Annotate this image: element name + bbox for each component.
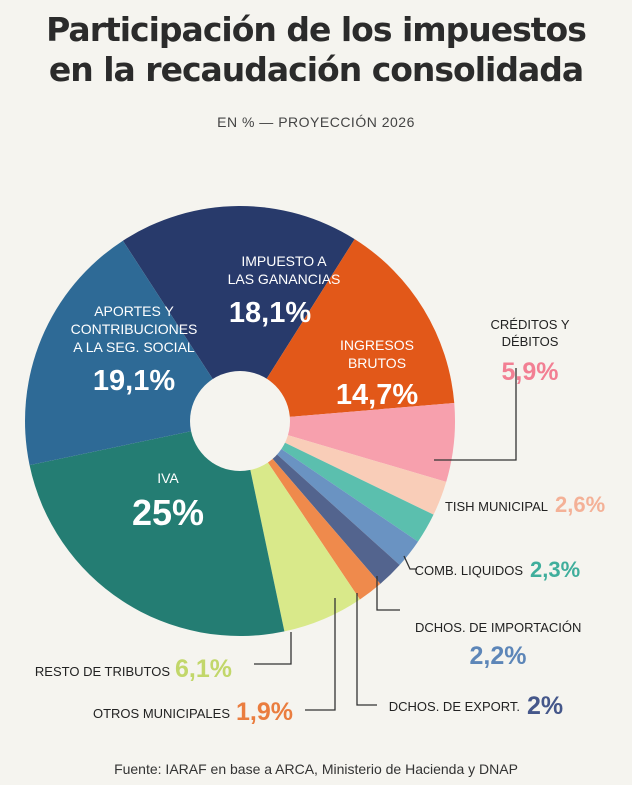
slice-iva: [29, 421, 285, 636]
label-export: DCHOS. DE EXPORT.: [389, 699, 520, 714]
value-iva: 25%: [132, 492, 204, 533]
slice-tish-municipal: [240, 421, 447, 515]
slice-otros-municipales: [240, 421, 381, 600]
slice-ingresos-brutos: [240, 239, 455, 421]
label-otros: OTROS MUNICIPALES: [93, 706, 230, 721]
value-export: 2%: [527, 692, 563, 720]
slice-créditos-y-débitos: [240, 403, 456, 482]
donut-hole: [190, 371, 290, 471]
leader-line-export: [356, 593, 377, 706]
leader-lines: [254, 368, 517, 711]
leader-line-import: [376, 576, 400, 611]
label-ingresos-line1: INGRESOS: [340, 337, 414, 353]
value-import: 2,2%: [470, 642, 527, 670]
label-creditos-line2: DÉBITOS: [502, 334, 559, 349]
value-resto: 6,1%: [175, 655, 232, 683]
slice-comb-liquidos: [240, 421, 434, 542]
label-comb: COMB. LIQUIDOS: [415, 563, 524, 578]
label-tish: TISH MUNICIPAL: [445, 499, 548, 514]
chart-title: Participación de los impuestos en la rec…: [0, 10, 632, 90]
value-tish: 2,6%: [555, 492, 605, 517]
leader-line-comb: [403, 555, 417, 570]
leader-line-resto: [254, 632, 292, 665]
value-creditos: 5,9%: [502, 358, 559, 386]
label-creditos-line1: CRÉDITOS Y: [491, 317, 570, 332]
label-resto: RESTO DE TRIBUTOS: [35, 664, 170, 679]
chart-subtitle: EN % — PROYECCIÓN 2026: [217, 114, 415, 130]
value-ganancias: 18,1%: [229, 297, 311, 329]
label-import: DCHOS. DE IMPORTACIÓN: [415, 620, 581, 635]
title-line-2: en la recaudación consolidada: [48, 50, 584, 89]
source-note: Fuente: IARAF en base a ARCA, Ministerio…: [114, 761, 518, 777]
slice-impuesto-a-las-ganancias: [122, 206, 355, 421]
label-aportes-line1: APORTES Y: [94, 303, 174, 319]
label-aportes-line3: A LA SEG. SOCIAL: [73, 339, 195, 355]
leader-line-creditos: [434, 368, 517, 461]
value-aportes: 19,1%: [93, 365, 175, 397]
donut-slices: [25, 206, 456, 636]
label-aportes-line2: CONTRIBUCIONES: [71, 321, 198, 337]
slice-dchos-de-export: [240, 421, 400, 584]
value-otros: 1,9%: [236, 698, 293, 726]
label-ingresos-line2: BRUTOS: [348, 355, 406, 371]
value-comb: 2,3%: [530, 557, 580, 582]
value-ingresos: 14,7%: [336, 379, 418, 411]
label-iva: IVA: [157, 470, 179, 486]
slice-resto-de-tributos: [240, 421, 360, 632]
leader-line-otros: [305, 598, 336, 711]
slice-labels: IMPUESTO A LAS GANANCIAS 18,1% INGRESOS …: [35, 253, 605, 726]
title-line-1: Participación de los impuestos: [46, 10, 587, 49]
label-ganancias-line1: IMPUESTO A: [241, 253, 327, 269]
label-ganancias-line2: LAS GANANCIAS: [228, 271, 341, 287]
slice-aportes-y-contribuciones-a-la-seg-social: [25, 240, 240, 466]
slice-dchos-de-importación: [240, 421, 418, 565]
